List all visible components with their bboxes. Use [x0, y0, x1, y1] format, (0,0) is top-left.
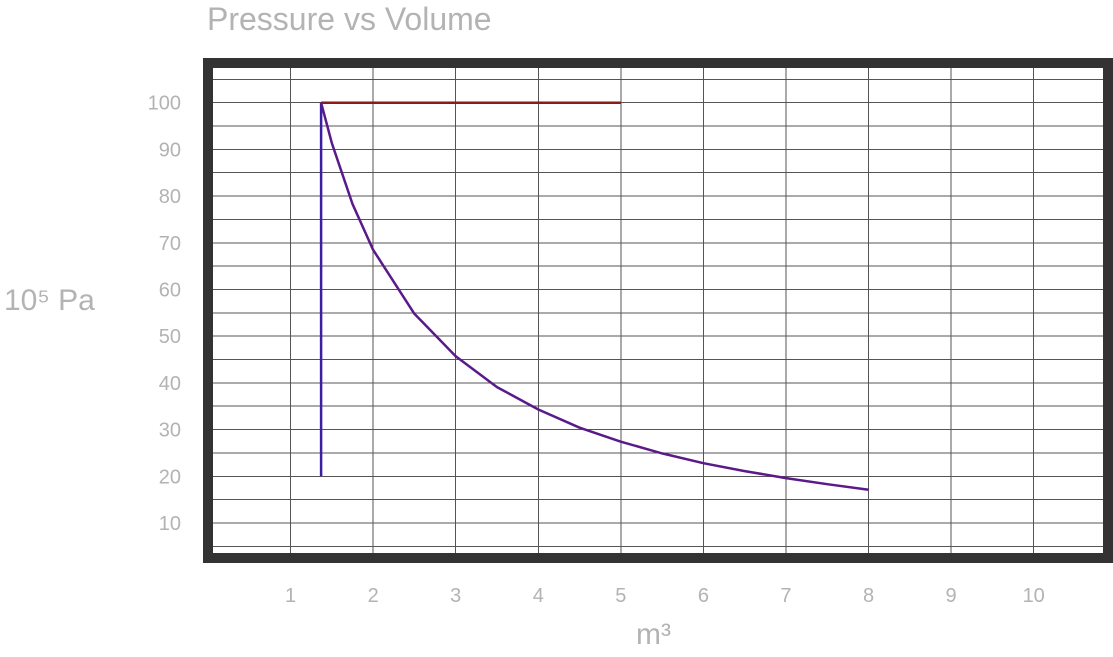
y-tick-label: 40 [159, 373, 181, 395]
y-tick-label: 10 [159, 513, 181, 535]
y-tick-label: 80 [159, 186, 181, 208]
x-tick-label: 3 [450, 585, 461, 607]
y-tick-label: 70 [159, 233, 181, 255]
grid [208, 63, 1108, 558]
y-tick-label: 20 [159, 466, 181, 488]
plot-frame [203, 58, 1113, 563]
x-tick-label: 5 [615, 585, 626, 607]
x-axis-label: m³ [636, 618, 671, 651]
x-tick-label: 7 [780, 585, 791, 607]
y-tick-label: 60 [159, 279, 181, 301]
x-axis-ticks: 1 2 3 4 5 6 7 8 9 10 [285, 585, 1045, 607]
x-tick-label: 6 [698, 585, 709, 607]
series-layer [319, 101, 869, 492]
x-tick-label: 4 [533, 585, 544, 607]
x-tick-label: 10 [1023, 585, 1045, 607]
x-tick-label: 9 [946, 585, 957, 607]
x-tick-label: 1 [285, 585, 296, 607]
chart-title: Pressure vs Volume [207, 1, 492, 37]
y-axis-ticks: 10 20 30 40 50 60 70 80 90 100 [148, 93, 181, 535]
y-axis-label: 10⁵ Pa [4, 284, 95, 317]
y-tick-label: 30 [159, 420, 181, 442]
y-tick-label: 90 [159, 139, 181, 161]
x-tick-label: 2 [368, 585, 379, 607]
series-line-3 [319, 102, 869, 492]
y-tick-label: 100 [148, 93, 181, 115]
x-tick-label: 8 [863, 585, 874, 607]
y-tick-label: 50 [159, 326, 181, 348]
